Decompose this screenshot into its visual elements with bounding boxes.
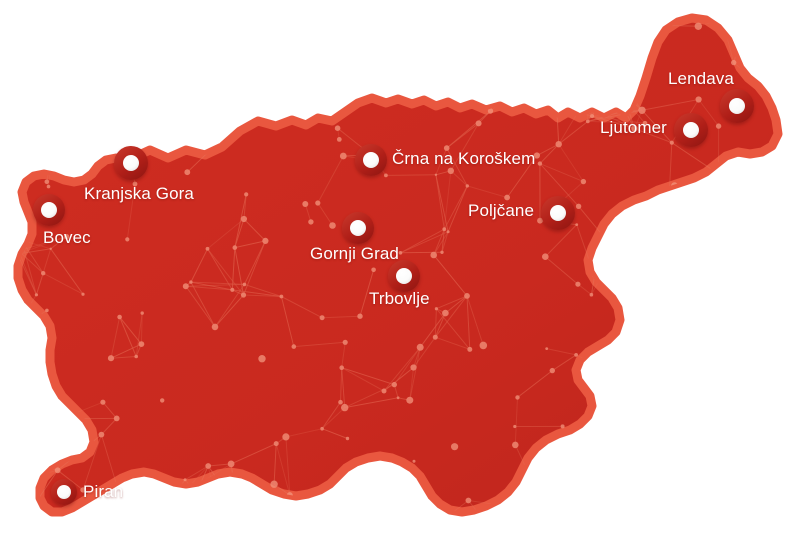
country-shape xyxy=(13,13,783,517)
